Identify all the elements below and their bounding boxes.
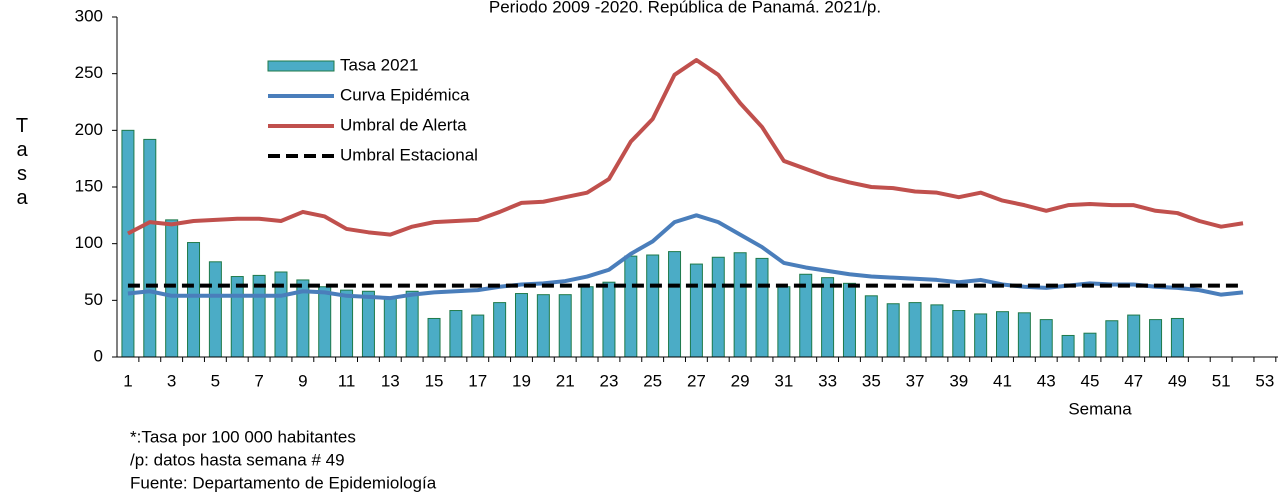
bar — [1170, 317, 1184, 358]
bar — [536, 294, 550, 358]
x-tick-label: 7 — [254, 371, 263, 390]
bar — [165, 219, 179, 358]
line — [127, 58, 1244, 237]
x-tick-label: 37 — [906, 371, 925, 390]
x-tick-label: 39 — [949, 371, 968, 390]
x-tick-label: 23 — [599, 371, 618, 390]
legend-label: Curva Epidémica — [340, 85, 470, 104]
bar — [1017, 312, 1031, 358]
bar — [558, 294, 572, 358]
x-tick-label: 5 — [211, 371, 220, 390]
x-tick-label: 43 — [1037, 371, 1056, 390]
legend-swatch — [267, 60, 335, 72]
bar — [996, 311, 1010, 358]
y-tick-label: 300 — [75, 6, 103, 25]
bar — [1083, 332, 1097, 358]
note: Fuente: Departamento de Epidemiología — [130, 473, 437, 492]
x-tick-label: 35 — [862, 371, 881, 390]
bar — [143, 138, 157, 358]
bar — [361, 290, 375, 358]
x-tick-label: 49 — [1168, 371, 1187, 390]
y-axis-label: Tasa — [11, 115, 33, 211]
bar — [842, 282, 856, 358]
x-tick-label: 15 — [425, 371, 444, 390]
bar — [930, 304, 944, 358]
y-tick-label: 150 — [75, 176, 103, 195]
bar — [230, 276, 244, 358]
bar — [405, 290, 419, 358]
bar — [646, 254, 660, 358]
x-tick-label: 47 — [1124, 371, 1143, 390]
bar — [974, 313, 988, 358]
x-tick-label: 33 — [818, 371, 837, 390]
x-axis-label: Semana — [1068, 399, 1132, 418]
bar — [602, 281, 616, 358]
bar — [711, 256, 725, 358]
bar — [1039, 319, 1053, 358]
bar — [1149, 319, 1163, 358]
bar — [514, 293, 528, 358]
bar — [252, 274, 266, 358]
chart-title: Periodo 2009 -2020. República de Panamá.… — [489, 0, 881, 16]
bar — [383, 297, 397, 358]
x-tick-label: 9 — [298, 371, 307, 390]
bar — [340, 289, 354, 358]
x-tick-label: 17 — [468, 371, 487, 390]
bar — [821, 277, 835, 358]
note: /p: datos hasta semana # 49 — [130, 450, 345, 469]
y-tick-label: 0 — [94, 346, 103, 365]
bar — [449, 310, 463, 358]
y-tick-label: 250 — [75, 63, 103, 82]
y-tick-label: 200 — [75, 120, 103, 139]
x-tick-label: 19 — [512, 371, 531, 390]
bar — [471, 314, 485, 358]
x-tick-label: 41 — [993, 371, 1012, 390]
note: *:Tasa por 100 000 habitantes — [130, 427, 356, 446]
bar — [777, 286, 791, 358]
bar — [755, 257, 769, 358]
bar — [952, 310, 966, 358]
bar — [1061, 334, 1075, 358]
bar — [733, 252, 747, 358]
bar — [187, 242, 201, 358]
x-tick-label: 21 — [556, 371, 575, 390]
bar — [208, 261, 222, 358]
x-tick-label: 3 — [167, 371, 176, 390]
bar — [318, 286, 332, 358]
legend-label: Umbral Estacional — [340, 145, 478, 164]
bar — [886, 303, 900, 358]
legend-label: Tasa 2021 — [340, 55, 418, 74]
x-tick-label: 1 — [123, 371, 132, 390]
bar — [668, 251, 682, 358]
x-tick-label: 53 — [1255, 371, 1274, 390]
x-tick-label: 13 — [381, 371, 400, 390]
x-tick-label: 51 — [1212, 371, 1231, 390]
bar — [864, 295, 878, 358]
bar — [1105, 320, 1119, 358]
y-tick-label: 100 — [75, 233, 103, 252]
x-tick-label: 31 — [774, 371, 793, 390]
bar — [580, 286, 594, 358]
legend-label: Umbral de Alerta — [340, 115, 467, 134]
bar — [121, 129, 135, 358]
bar — [624, 255, 638, 358]
bar — [689, 263, 703, 358]
x-tick-label: 27 — [687, 371, 706, 390]
x-tick-label: 25 — [643, 371, 662, 390]
bar — [493, 302, 507, 358]
x-tick-label: 45 — [1081, 371, 1100, 390]
x-tick-label: 11 — [338, 371, 356, 390]
bar — [427, 317, 441, 358]
x-tick-label: 29 — [731, 371, 750, 390]
y-tick-label: 50 — [84, 290, 103, 309]
bar — [908, 302, 922, 358]
bar — [1127, 314, 1141, 358]
